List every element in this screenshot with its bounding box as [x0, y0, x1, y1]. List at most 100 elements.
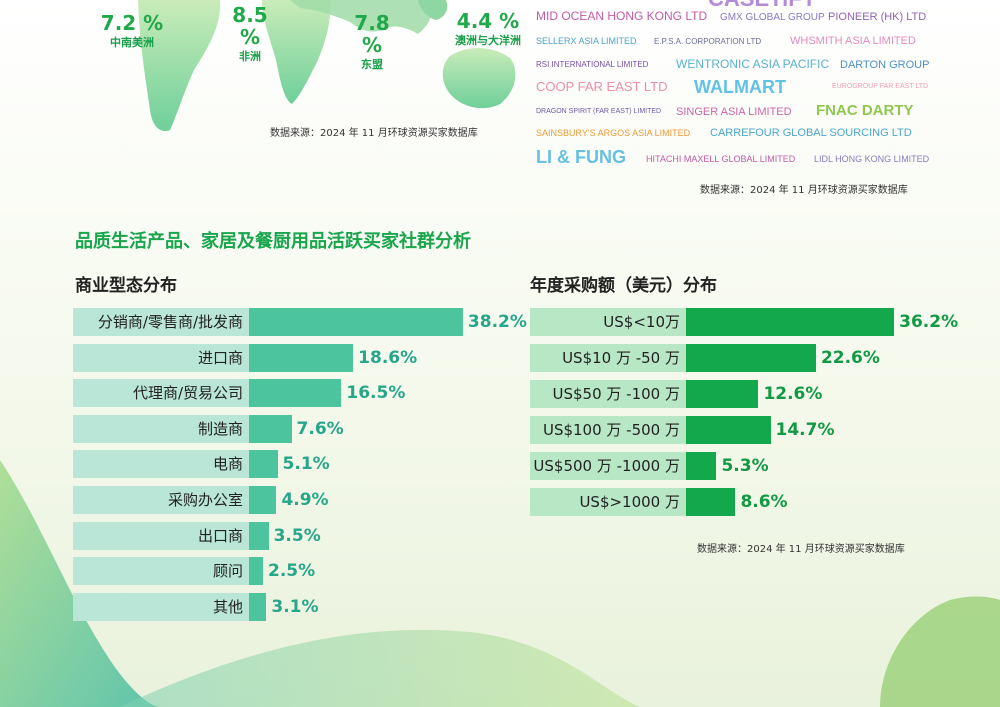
buyer-name: RSI INTERNATIONAL LIMITED [536, 60, 649, 69]
bar [686, 488, 736, 516]
bar-value-label: 14.7% [775, 420, 835, 440]
bar-value-label: 16.5% [346, 383, 406, 404]
bar-row: 电商 5.1% [73, 450, 533, 479]
bar-row: 制造商 7.6% [73, 414, 533, 443]
bar-row: US$500 万 -1000 万 5.3% [530, 452, 976, 480]
buyer-name: WENTRONIC ASIA PACIFIC [676, 57, 830, 71]
bar [686, 380, 759, 408]
bar-category-label: US$10 万 -50 万 [530, 344, 686, 372]
bar [249, 486, 277, 514]
bar [249, 557, 263, 586]
bar [686, 308, 895, 336]
buyer-name: LIDL HONG KONG LIMITED [814, 154, 930, 164]
buyer-cloud: CASETiFY MID OCEAN HONG KONG LTD GMX GLO… [530, 0, 940, 175]
map-label-oceania: 4.4 % 澳洲与大洋洲 [448, 10, 528, 48]
buyer-name: SINGER ASIA LIMITED [676, 106, 792, 118]
map-south-america [138, 0, 221, 132]
bar-value-label: 12.6% [763, 384, 823, 404]
bar-value-label: 38.2% [467, 312, 527, 332]
bar-row: US$100 万 -500 万 14.7% [530, 416, 976, 444]
purchase-source: 数据来源：2024 年 11 月环球资源买家数据库 [697, 544, 905, 555]
wave-bottom [120, 629, 640, 707]
bar-category-label: 采购办公室 [73, 486, 249, 514]
map-region: 澳洲与大洋洲 [455, 34, 521, 47]
bar [249, 414, 292, 443]
bar-category-label: 电商 [73, 450, 249, 479]
bar-value-label: 7.6% [296, 418, 344, 439]
wave-left [0, 460, 160, 707]
bar-row: 进口商 18.6% [73, 343, 533, 372]
bar [249, 592, 267, 621]
bar-value-label: 8.6% [740, 492, 788, 512]
buyer-name: CASETiFY [708, 0, 816, 12]
buyer-name: PIONEER (HK) LTD [828, 11, 927, 23]
bar-value-label: 5.1% [282, 454, 330, 475]
bar [249, 308, 463, 336]
buyer-name: DARTON GROUP [840, 59, 930, 71]
buyer-name: E.P.S.A. CORPORATION LTD [654, 37, 762, 46]
bar-row: 分销商/零售商/批发商 38.2% [73, 308, 533, 336]
bar-category-label: 代理商/贸易公司 [73, 379, 249, 408]
bar [249, 450, 278, 479]
map-label-africa: 8.5 % 非洲 [222, 4, 278, 64]
bar-value-label: 5.3% [721, 456, 769, 476]
map-asia [290, 0, 433, 34]
map-pct: 4.4 % [456, 9, 520, 33]
buyer-name: EUROGROUP FAR EAST LTD [832, 83, 929, 90]
bar-value-label: 36.2% [899, 312, 959, 332]
bar-value-label: 22.6% [820, 348, 880, 368]
map-label-latin-america: 7.2 % 中南美洲 [100, 12, 164, 50]
map-region: 非洲 [239, 50, 261, 63]
bar-value-label: 18.6% [358, 347, 418, 368]
map-australia [442, 47, 516, 109]
bar-row: US$50 万 -100 万 12.6% [530, 380, 976, 408]
bar-category-label: 出口商 [73, 521, 249, 550]
map-africa [262, 0, 331, 104]
bar [249, 343, 354, 372]
bar-value-label: 2.5% [268, 561, 316, 582]
bar-category-label: 顾问 [73, 557, 249, 586]
bar-category-label: 分销商/零售商/批发商 [73, 308, 249, 336]
bar [686, 416, 771, 444]
bar [686, 344, 816, 372]
map-source: 数据来源：2024 年 11 月环球资源买家数据库 [270, 128, 478, 139]
bar-category-label: 进口商 [73, 343, 249, 372]
buyer-name: HITACHI MAXELL GLOBAL LIMITED [646, 154, 796, 164]
bar-row: 其他 3.1% [73, 592, 533, 621]
buyer-name: DRAGON SPIRIT (FAR EAST) LIMITED [536, 108, 662, 115]
buyer-name: CARREFOUR GLOBAL SOURCING LTD [710, 127, 912, 139]
bar [249, 379, 342, 408]
map-pct: 7.8 % [354, 11, 390, 57]
buyer-name: WALMART [694, 77, 786, 97]
bar-row: 出口商 3.5% [73, 521, 533, 550]
bar-category-label: US$500 万 -1000 万 [530, 452, 686, 480]
map-region: 中南美洲 [110, 36, 154, 49]
section-title: 品质生活产品、家居及餐厨用品活跃买家社群分析 [75, 231, 471, 252]
map-southeast-asia [418, 0, 448, 20]
buyer-name: COOP FAR EAST LTD [536, 79, 668, 94]
bar-row: US$>1000 万 8.6% [530, 488, 976, 516]
buyer-name: SAINSBURY'S ARGOS ASIA LIMITED [536, 128, 691, 138]
bar-row: 代理商/贸易公司 16.5% [73, 379, 533, 408]
bar-category-label: US$>1000 万 [530, 488, 686, 516]
bar-category-label: 其他 [73, 592, 249, 621]
buyer-name: WHSMITH ASIA LIMITED [790, 35, 916, 47]
bar-category-label: 制造商 [73, 414, 249, 443]
bar-row: US$10 万 -50 万 22.6% [530, 344, 976, 372]
buyer-name: MID OCEAN HONG KONG LTD [536, 9, 708, 23]
map-pct: 8.5 % [232, 3, 268, 49]
bar-category-label: US$<10万 [530, 308, 686, 336]
map-pct: 7.2 % [100, 11, 164, 35]
bar-row: 顾问 2.5% [73, 557, 533, 586]
buyer-name: GMX GLOBAL GROUP [720, 12, 825, 23]
buyer-name: SELLERX ASIA LIMITED [536, 36, 637, 46]
bar [249, 521, 269, 550]
buyers-source: 数据来源：2024 年 11 月环球资源买家数据库 [700, 185, 908, 196]
map-label-asean: 7.8 % 东盟 [344, 12, 400, 72]
bar-row: US$<10万 36.2% [530, 308, 976, 336]
wave-right [880, 596, 1000, 707]
bar-category-label: US$100 万 -500 万 [530, 416, 686, 444]
bar-value-label: 4.9% [281, 490, 329, 510]
business-type-title: 商业型态分布 [75, 276, 177, 296]
